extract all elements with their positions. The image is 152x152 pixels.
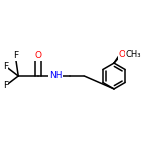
- Text: F: F: [13, 51, 18, 60]
- Text: NH: NH: [49, 71, 62, 81]
- Text: F: F: [3, 81, 8, 90]
- Text: F: F: [3, 62, 8, 71]
- Text: O: O: [35, 51, 41, 60]
- Text: CH₃: CH₃: [125, 50, 141, 59]
- Text: O: O: [119, 50, 126, 59]
